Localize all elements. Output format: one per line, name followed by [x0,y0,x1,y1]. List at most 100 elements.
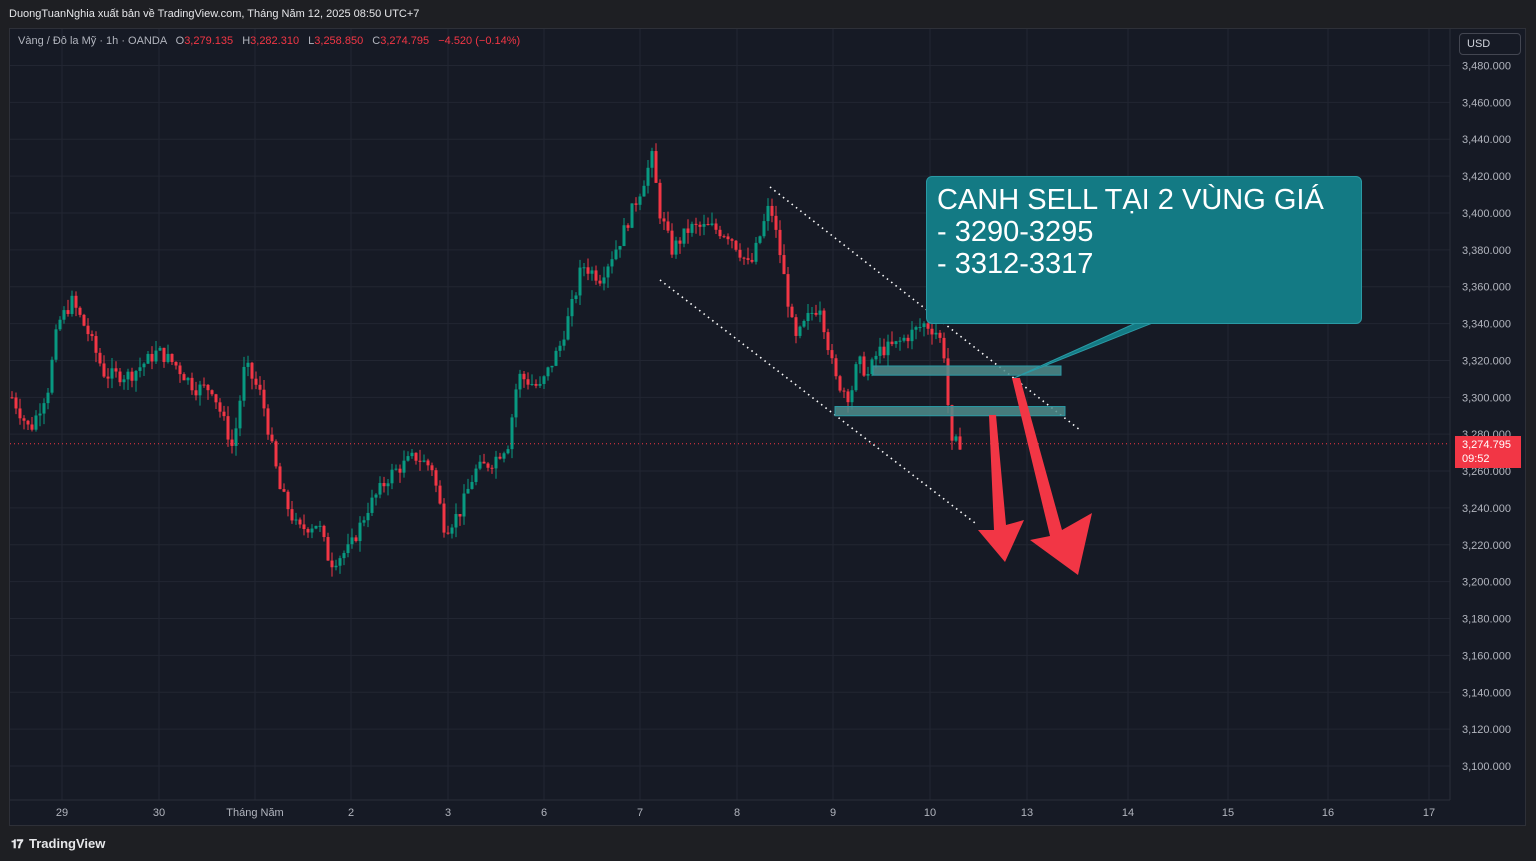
currency-button[interactable]: USD [1459,33,1521,55]
candle-body [902,337,906,341]
candle-body [466,488,470,494]
open-label: O [175,35,185,47]
candle-body [606,266,610,278]
candle-body [958,436,962,450]
candle-body [226,416,230,440]
price-tick-label: 3,340.000 [1462,319,1511,331]
candle-body [326,537,330,561]
low-label: L [308,35,315,47]
candle-body [214,394,218,403]
high-value: 3,282.310 [250,35,300,47]
candle-body [906,337,910,342]
candle-body [314,525,318,529]
candle-body [838,376,842,391]
candle-body [178,365,182,375]
candle-body [822,310,826,333]
candle-body [438,485,442,504]
candle-body [342,553,346,559]
time-tick-label: 16 [1322,807,1334,819]
candle-body [38,413,42,416]
candle-body [50,359,54,393]
candle-body [434,470,438,486]
candle-body [410,452,414,457]
candle-body [78,307,82,315]
candle-body [582,267,586,269]
candle-body [714,223,718,230]
candle-body [554,350,558,366]
candle-body [90,334,94,337]
candle-body [654,151,658,183]
candle-body [206,384,210,391]
candle-body [538,383,542,386]
candle-body [14,397,18,409]
candle-body [26,420,30,425]
candle-body [366,512,370,521]
candle-body [942,337,946,359]
brand-name: TradingView [29,836,106,851]
candle-body [734,240,738,250]
candle-body [406,456,410,461]
candle-body [730,239,734,241]
candle-body [270,434,274,442]
price-tick-label: 3,160.000 [1462,650,1511,662]
candle-body [754,242,758,262]
candle-body [386,483,390,487]
candle-body [302,524,306,530]
candle-body [254,378,258,385]
candle-body [114,368,118,372]
candle-body [330,560,334,568]
candle-body [742,257,746,259]
candle-body [358,522,362,542]
candle-body [670,230,674,255]
candle-body [678,240,682,244]
candle-body [454,514,458,528]
annotation-callout[interactable]: CANH SELL TẠI 2 VÙNG GIÁ - 3290-3295 - 3… [926,176,1362,324]
candle-body [770,205,774,216]
candle-body [778,229,782,256]
candle-body [846,391,850,403]
candle-body [558,345,562,351]
candle-body [318,525,322,527]
candle-body [530,383,534,385]
candle-body [394,468,398,470]
price-tick-label: 3,300.000 [1462,392,1511,404]
candle-body [282,489,286,492]
candle-body [498,456,502,459]
price-tick-label: 3,400.000 [1462,208,1511,220]
high-label: H [242,35,251,47]
candle-body [854,364,858,391]
candle-body [686,228,690,233]
candle-body [786,274,790,307]
time-tick-label: 6 [541,807,547,819]
candlestick-series [10,143,962,577]
candle-body [526,379,530,385]
candle-body [62,310,66,320]
candle-body [718,229,722,237]
chart-frame[interactable] [9,28,1526,826]
change-value: −4.520 (−0.14%) [438,35,521,47]
price-tick-label: 3,260.000 [1462,466,1511,478]
candle-body [278,466,282,490]
candle-body [762,221,766,237]
candle-body [646,167,650,186]
candle-body [782,255,786,275]
candle-body [546,367,550,377]
candle-body [458,514,462,517]
symbol-info: Vàng / Đô la Mỹ · 1h · OANDA O3,279.135 … [18,35,520,47]
candle-body [30,424,34,430]
price-tick-label: 3,320.000 [1462,355,1511,367]
candle-body [286,491,290,510]
candle-body [54,329,58,360]
candle-body [426,460,430,466]
candle-body [346,544,350,554]
time-tick-label: Tháng Năm [226,807,283,819]
candle-body [34,415,38,430]
price-tick-label: 3,440.000 [1462,134,1511,146]
tradingview-logo[interactable]: 𝟏𝟕 TradingView [11,836,105,852]
candle-body [622,225,626,247]
candle-body [610,259,614,267]
candle-body [122,379,126,383]
callout-pointer [1013,321,1156,379]
price-axis: 3,480.000 3,460.000 3,440.000 3,420.000 3,40… [1462,61,1511,774]
